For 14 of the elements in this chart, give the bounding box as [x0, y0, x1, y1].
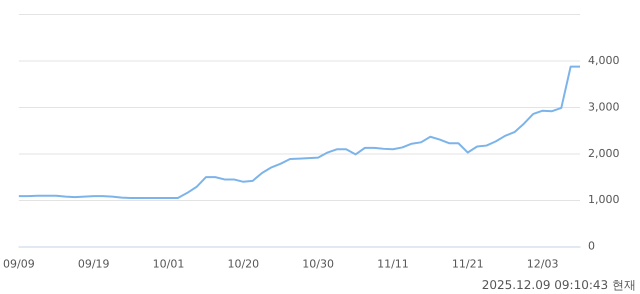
x-tick-label: 12/03 — [526, 257, 558, 270]
y-tick-label: 3,000 — [588, 100, 620, 114]
x-tick-label: 09/09 — [3, 257, 35, 270]
x-tick-label: 11/21 — [452, 257, 484, 270]
y-tick-label: 0 — [588, 240, 595, 253]
x-tick-label: 10/30 — [302, 257, 334, 270]
y-tick-label: 2,000 — [588, 146, 620, 160]
x-tick-label: 10/01 — [152, 257, 184, 270]
y-tick-label: 1,000 — [588, 193, 620, 206]
x-tick-label: 11/11 — [377, 257, 409, 270]
y-tick-label: 4,000 — [588, 54, 620, 67]
text: 2025.12.09 09:10:43 현재 — [482, 278, 636, 292]
x-tick-label: 10/20 — [227, 257, 260, 270]
x-tick-label: 09/19 — [78, 257, 110, 270]
